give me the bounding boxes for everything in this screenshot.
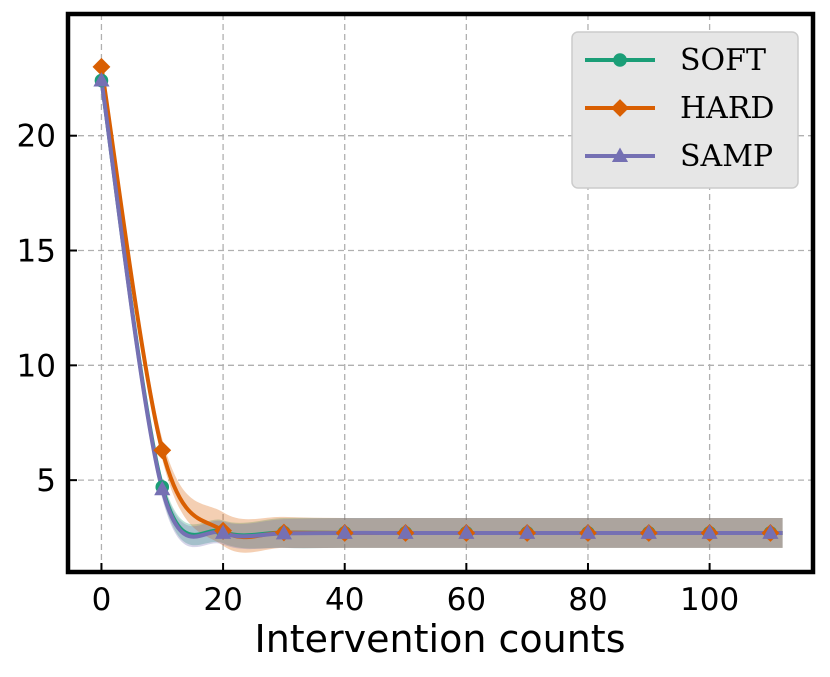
marker-samp [275, 524, 292, 540]
marker-hard [153, 441, 172, 460]
marker-samp [579, 524, 597, 539]
y-tick-label: 5 [36, 463, 56, 499]
x-tick-label: 0 [92, 582, 112, 618]
legend-box [571, 31, 799, 189]
legend-label-hard: HARD [680, 91, 774, 126]
x-tick-label: 20 [203, 582, 242, 618]
band-soft [101, 76, 783, 549]
marker-samp [762, 524, 779, 539]
marker-samp [215, 524, 232, 539]
marker-samp [93, 72, 110, 87]
series-markers [92, 57, 780, 542]
marker-samp [701, 524, 718, 539]
marker-samp [154, 480, 171, 496]
x-tick-label: 80 [568, 582, 607, 618]
marker-samp [640, 524, 657, 539]
y-tick-label: 15 [17, 234, 56, 270]
legend-label-samp: SAMP [680, 139, 773, 174]
marker-samp [519, 524, 536, 539]
y-tick-label: 20 [17, 119, 56, 155]
x-tick-label: 40 [325, 582, 364, 618]
legend: SOFT HARD SAMP [571, 31, 799, 189]
y-tick-label: 10 [17, 348, 56, 384]
x-tick-label: 100 [680, 582, 739, 618]
marker-samp [458, 524, 475, 539]
confidence-bands [101, 62, 783, 553]
axis-ticks: 0 20 40 60 80 100 5 10 15 20 [17, 119, 740, 618]
marker-hard [92, 57, 111, 76]
marker-samp [336, 524, 353, 539]
marker-samp [397, 524, 414, 539]
plot-frame [65, 11, 816, 575]
legend-marker-hard [611, 99, 629, 117]
legend-marker-soft [613, 53, 627, 67]
x-tick-label: 60 [447, 582, 486, 618]
legend-marker-samp [611, 147, 629, 162]
legend-label-soft: SOFT [680, 43, 766, 78]
x-axis-title: Intervention counts [254, 617, 625, 661]
grid-lines [68, 14, 813, 572]
